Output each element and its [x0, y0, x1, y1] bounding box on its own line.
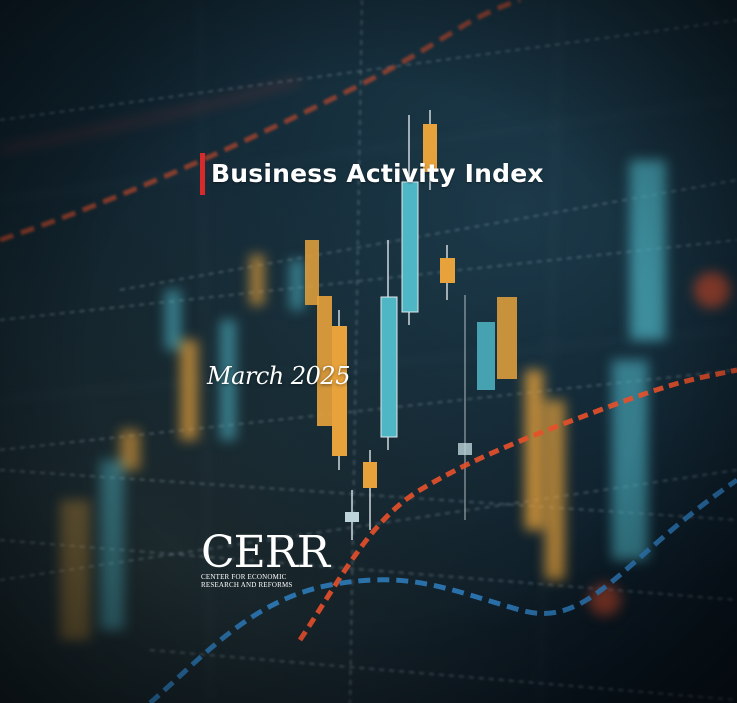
cerr-logo: CERR Center for Economic Research and Re…	[201, 527, 341, 589]
report-title: Business Activity Index	[211, 159, 544, 188]
report-date: March 2025	[207, 362, 350, 390]
logo-subtitle-line2: Research and Reforms	[201, 581, 293, 589]
title-block: Business Activity Index	[200, 153, 544, 195]
title-accent-bar	[200, 153, 205, 195]
logo-subtitle-line1: Center for Economic	[201, 573, 287, 581]
logo-wordmark: CERR	[201, 527, 330, 578]
